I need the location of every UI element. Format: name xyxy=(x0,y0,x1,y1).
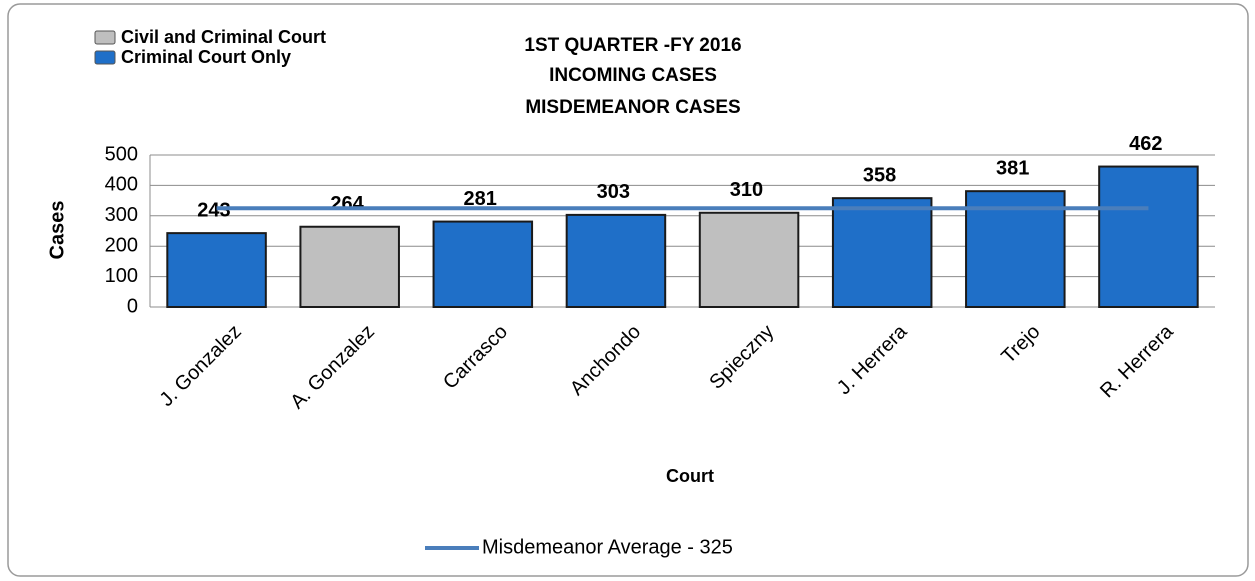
data-label: 281 xyxy=(463,188,496,210)
data-label: 243 xyxy=(197,199,230,221)
y-tick-label: 100 xyxy=(105,265,138,287)
y-tick-label: 400 xyxy=(105,174,138,196)
legend-label: Criminal Court Only xyxy=(121,47,291,67)
bar xyxy=(299,225,400,308)
y-tick-label: 500 xyxy=(105,143,138,165)
bar xyxy=(565,213,667,308)
bar xyxy=(698,211,800,308)
legend-label: Civil and Criminal Court xyxy=(121,27,326,47)
bar xyxy=(831,197,933,308)
bar xyxy=(1098,165,1199,308)
chart-title: INCOMING CASES xyxy=(549,65,717,86)
data-label: 264 xyxy=(330,193,364,215)
chart-title: 1ST QUARTER -FY 2016 xyxy=(524,35,741,56)
x-axis-title: Court xyxy=(666,466,714,486)
data-label: 303 xyxy=(597,181,630,203)
data-label: 381 xyxy=(996,157,1029,179)
chart-title: MISDEMEANOR CASES xyxy=(525,97,740,118)
bar xyxy=(965,190,1066,308)
bar xyxy=(432,220,534,309)
legend-swatch xyxy=(94,30,116,45)
data-label: 358 xyxy=(863,164,896,186)
y-tick-label: 0 xyxy=(127,295,138,317)
y-tick-label: 200 xyxy=(105,234,138,256)
data-label: 310 xyxy=(730,179,763,201)
legend-swatch xyxy=(94,50,116,65)
legend-label: Misdemeanor Average - 325 xyxy=(482,536,733,558)
y-axis-title: Cases xyxy=(46,201,68,260)
bar xyxy=(166,232,267,309)
y-tick-label: 300 xyxy=(105,204,138,226)
data-label: 462 xyxy=(1129,133,1162,155)
